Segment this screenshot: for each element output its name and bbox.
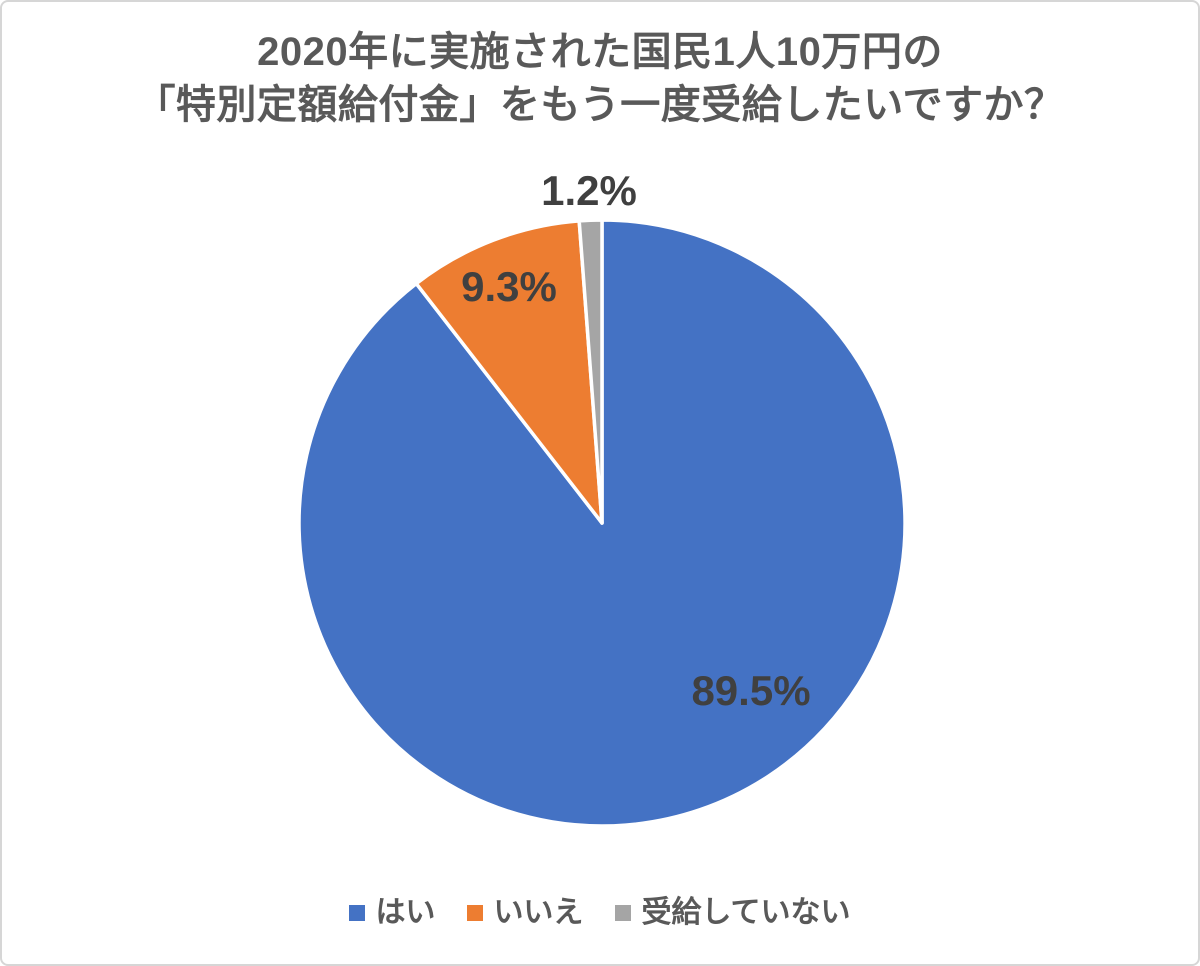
chart-title-line2: 「特別定額給付金」をもう一度受給したいですか？ (135, 82, 1065, 127)
chart-title: 2020年に実施された国民1人10万円の 「特別定額給付金」をもう一度受給したい… (2, 26, 1198, 132)
legend-item-yes: はい (349, 898, 435, 928)
legend-label-not-received: 受給していない (641, 896, 851, 929)
pie-slice-no (414, 219, 604, 525)
pie-slice-not-received (577, 218, 604, 525)
legend-swatch-not-received (615, 905, 632, 921)
data-label-yes: 89.5% (691, 667, 811, 714)
legend-swatch-yes (349, 905, 366, 921)
legend-label-no: いいえ (493, 896, 584, 929)
legend-item-no: いいえ (467, 898, 583, 928)
legend-swatch-no (467, 905, 484, 921)
data-label-no: 9.3% (461, 263, 557, 310)
legend-label-yes: はい (375, 896, 436, 929)
chart-legend: はい いいえ 受給していない (2, 898, 1198, 928)
legend-item-not-received: 受給していない (615, 896, 851, 929)
chart-title-line1: 2020年に実施された国民1人10万円の (257, 30, 943, 74)
data-label-not-received: 1.2% (541, 167, 637, 214)
